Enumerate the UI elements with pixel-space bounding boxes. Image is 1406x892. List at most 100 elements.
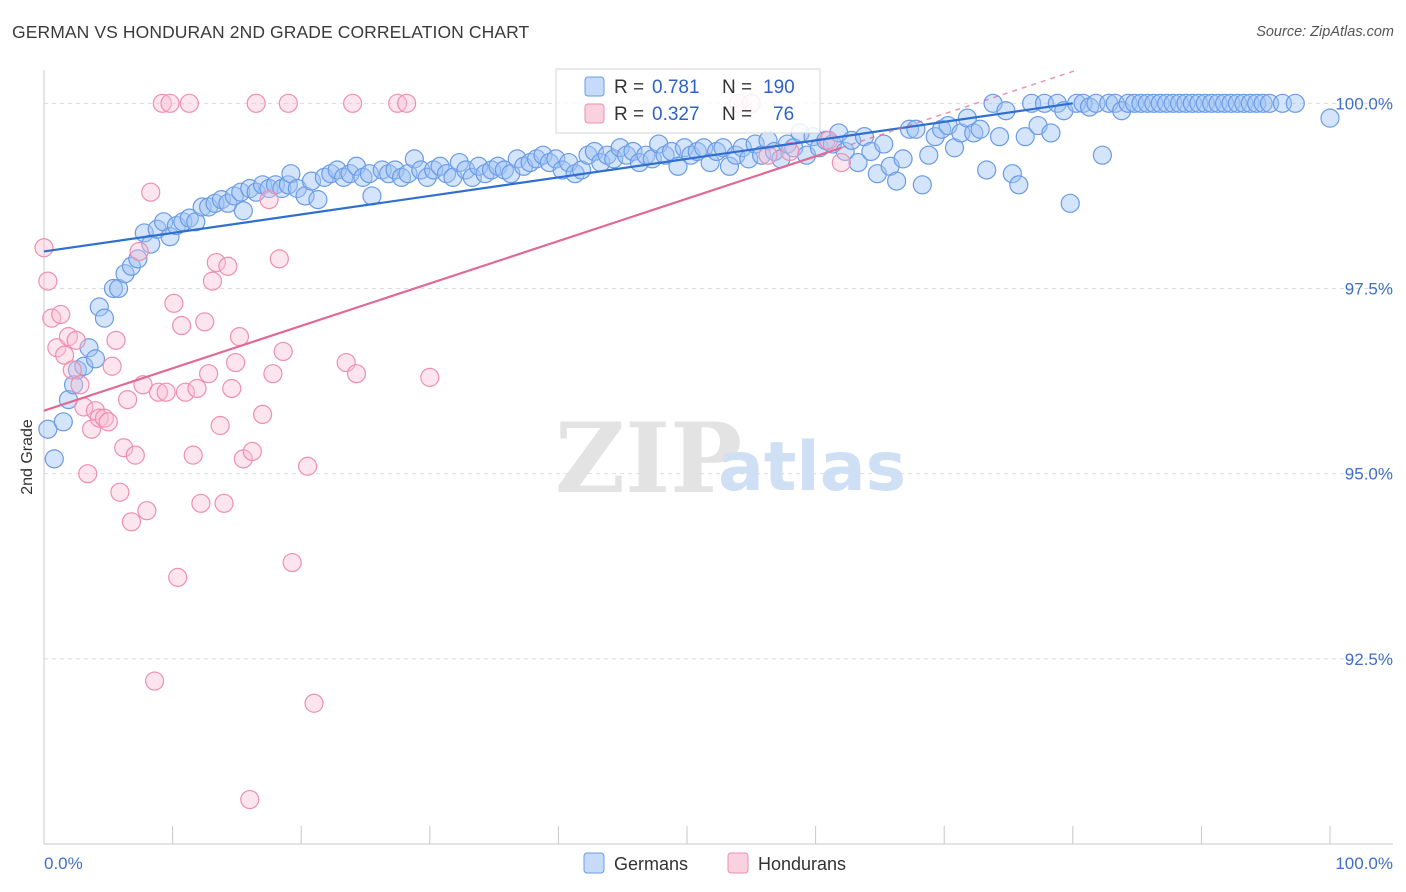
hondurans-point [156, 382, 176, 402]
legend-swatch-germans [584, 76, 605, 97]
hondurans-point [218, 256, 238, 276]
y-tick-label: 97.5% [1345, 279, 1393, 298]
germans-point [925, 127, 945, 147]
legend-r-label-germans: R = [614, 77, 644, 98]
germans-point [1285, 93, 1305, 113]
germans-point [301, 171, 322, 191]
germans-point [456, 160, 476, 180]
germans-point [430, 156, 450, 176]
germans-point [362, 186, 382, 206]
germans-point [53, 412, 73, 432]
hondurans-point [780, 141, 800, 162]
hondurans-point [54, 345, 75, 365]
germans-point [977, 160, 997, 180]
hondurans-point [94, 408, 115, 428]
germans-point [63, 375, 84, 395]
hondurans-point [191, 493, 211, 513]
hondurans-point [253, 404, 273, 425]
watermark-atlas: atlas [718, 428, 906, 507]
germans-point [623, 141, 643, 162]
x-tick-label-min: 0.0% [44, 854, 83, 873]
hondurans-point [187, 378, 207, 399]
hondurans-point [106, 330, 126, 350]
hondurans-point [51, 304, 71, 325]
bottom-legend-swatch-germans [583, 852, 605, 874]
germans-point [308, 190, 328, 210]
germans-point [919, 145, 939, 165]
legend-r-value-hondurans: 0.327 [652, 104, 700, 125]
legend-swatch-hondurans [584, 103, 605, 124]
germans-point [385, 160, 405, 180]
axes [43, 70, 1393, 845]
germans-point [719, 156, 740, 176]
hondurans-point [160, 93, 180, 113]
trend-lines [43, 69, 1078, 412]
hondurans-point [222, 378, 242, 399]
hondurans-point [199, 364, 219, 384]
germans-point [1009, 175, 1029, 195]
hondurans-trend-extension [841, 69, 1078, 149]
bottom-legend-swatch-hondurans [727, 852, 749, 874]
hondurans-point [102, 356, 122, 376]
germans-point [94, 308, 115, 328]
germans-point [893, 149, 913, 169]
bottom-legend: Germans Hondurans [583, 852, 846, 874]
legend-r-value-germans: 0.781 [652, 77, 700, 98]
germans-point [546, 149, 566, 169]
hondurans-point [117, 389, 138, 410]
hondurans-point [831, 152, 851, 173]
y-tick-label: 92.5% [1345, 650, 1393, 669]
hondurans-point [125, 445, 145, 465]
bottom-legend-label-hondurans: Hondurans [758, 854, 846, 874]
hondurans-point [202, 271, 223, 291]
hondurans-point [246, 93, 266, 113]
germans-point [610, 138, 630, 158]
germans-point [1092, 145, 1112, 165]
germans-point [1253, 93, 1273, 113]
germans-point [1002, 164, 1022, 184]
legend-n-label-hondurans: N = [722, 104, 752, 125]
hondurans-point [282, 552, 302, 573]
hondurans-point [259, 190, 279, 210]
germans-point [327, 160, 347, 180]
hondurans-point [34, 238, 54, 258]
legend-box: R = 0.781 N = 190 R = 0.327 N = 76 [555, 68, 821, 134]
hondurans-point [98, 412, 118, 432]
hondurans-point [420, 367, 440, 387]
hondurans-point [141, 182, 161, 202]
hondurans-point [214, 493, 234, 513]
germans-point [85, 349, 106, 369]
germans-point [121, 256, 142, 276]
germans-point [1060, 193, 1080, 213]
hondurans-point [110, 482, 130, 502]
hondurans-point [152, 93, 172, 113]
y-tick-labels: 92.5% 95.0% 97.5% 100.0% [1335, 94, 1393, 669]
x-tick-label-max: 100.0% [1335, 854, 1393, 873]
germans-point [115, 264, 135, 284]
hondurans-point [278, 93, 298, 113]
germans-point [449, 152, 469, 173]
watermark: ZIP atlas [555, 402, 906, 515]
germans-point [874, 134, 894, 154]
germans-point [128, 249, 148, 269]
germans-point [417, 167, 437, 187]
germans-point [552, 160, 572, 180]
hondurans-point [137, 501, 157, 521]
hondurans-point [273, 341, 293, 362]
hondurans-point [38, 271, 58, 291]
hondurans-point [114, 438, 134, 458]
x-tick-labels: 0.0% 100.0% [44, 854, 1393, 873]
germans-point [996, 101, 1016, 121]
hondurans-point [70, 375, 90, 395]
y-tick-label: 100.0% [1335, 94, 1393, 113]
legend-n-value-germans: 190 [763, 77, 795, 98]
germans-point [604, 149, 624, 169]
germans-point [404, 149, 424, 169]
germans-point [700, 152, 720, 173]
germans-point [887, 171, 907, 191]
hondurans-point [263, 364, 283, 384]
germans-points [38, 93, 1340, 469]
hondurans-point [144, 671, 165, 691]
x-ticks [43, 826, 1331, 844]
hondurans-point [343, 93, 363, 113]
